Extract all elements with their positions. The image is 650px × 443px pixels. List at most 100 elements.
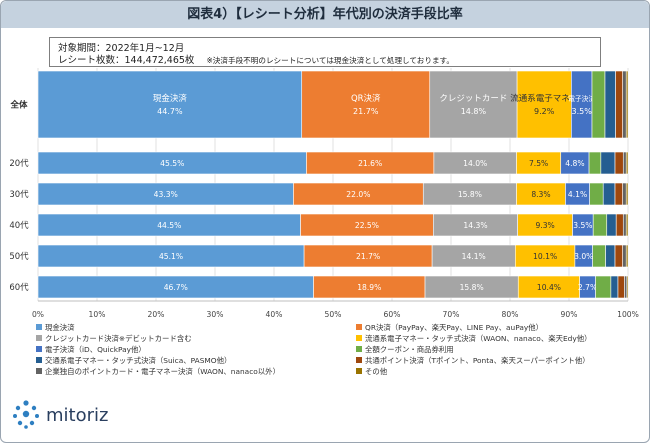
data-label: 14.1% (462, 252, 486, 261)
segment-name-label: QR決済 (351, 93, 381, 104)
x-tick-label: 70% (443, 310, 460, 319)
count-line: レシート枚数：144,472,465枚 ※決済手段不明のレシートについては現金決済… (58, 52, 454, 66)
bar-segment (622, 151, 627, 175)
segment-name-label: 電子決済 (568, 94, 595, 103)
bar-segment (592, 244, 606, 268)
data-label: 10.4% (537, 283, 561, 292)
data-label: 4.8% (565, 159, 584, 168)
data-label: 14.3% (463, 221, 487, 230)
data-label: 44.5% (157, 221, 181, 230)
bar-segment (615, 70, 623, 139)
receipt-count-text: レシート枚数：144,472,465枚 (58, 55, 195, 66)
bar-segment (615, 213, 624, 237)
title-bar: 図表4）【レシート分析】年代別の決済手段比率 (1, 1, 649, 28)
legend-label: その他 (365, 367, 388, 376)
bar-segment (622, 182, 627, 206)
logo-text: mitoriz (46, 405, 108, 426)
legend-swatch (356, 368, 362, 374)
bar-segment (622, 213, 627, 237)
data-label: 7.5% (529, 159, 548, 168)
data-label: 46.7% (164, 283, 188, 292)
period-text: 対象期間：2022年1月~12月 (58, 43, 185, 54)
legend-swatch (356, 357, 362, 363)
data-label: 43.3% (154, 190, 178, 199)
bar-segment (617, 275, 625, 299)
data-label: 14.0% (463, 159, 487, 168)
legend-swatch (356, 324, 362, 330)
legend-swatch (36, 357, 42, 363)
legend-label: QR決済（PayPay、楽天Pay、LINE Pay、auPay他） (365, 323, 543, 332)
category-label: 全体 (9, 100, 28, 111)
data-label: 2.7% (578, 283, 597, 292)
bar-segment (614, 182, 623, 206)
bar-segment (591, 70, 606, 139)
legend-label: 交通系電子マネー・タッチ式決済（Suica、PASMO他） (45, 356, 231, 365)
bar-segment (429, 70, 518, 139)
mitoriz-logo: mitoriz (12, 398, 122, 434)
segment-name-label: 流通系電子マネー (510, 93, 578, 104)
data-label: 10.1% (533, 252, 557, 261)
bar-segment (588, 151, 602, 175)
data-label: 22.5% (355, 221, 379, 230)
bar-segment (604, 70, 616, 139)
category-label: 20代 (9, 158, 29, 169)
x-tick-label: 80% (502, 310, 519, 319)
bar-segment (301, 70, 431, 139)
bar-segment (602, 182, 616, 206)
data-label: 15.8% (458, 190, 482, 199)
bar-segment (626, 275, 629, 299)
logo-mark-icon: mitoriz (13, 400, 108, 429)
data-label: 44.7% (157, 107, 183, 116)
legend-swatch (36, 368, 42, 374)
segment-name-label: クレジットカード (439, 94, 507, 104)
bar-segment (625, 182, 629, 206)
legend-label: 企業独自のポイントカード・電子マネー決済（WAON、nanaco以外） (45, 367, 280, 376)
data-label: 45.1% (159, 252, 183, 261)
category-label: 30代 (9, 189, 29, 200)
legend-swatch (36, 335, 42, 341)
data-label: 14.8% (461, 107, 487, 116)
bar-segment (625, 70, 629, 139)
bar-segment (614, 151, 624, 175)
data-label: 8.3% (531, 190, 550, 199)
legend-label: 全額クーポン・商品券利用 (365, 345, 454, 354)
legend-swatch (36, 324, 42, 330)
data-label: 3.5% (573, 221, 592, 230)
bar-segment (622, 244, 627, 268)
bar-segment (595, 275, 612, 299)
x-tick-label: 30% (207, 310, 224, 319)
legend-swatch (356, 346, 362, 352)
bar-segment (589, 182, 604, 206)
x-tick-label: 90% (561, 310, 578, 319)
bar-segment (605, 244, 616, 268)
bar-segment (622, 70, 627, 139)
legend-label: 現金決済 (45, 323, 75, 332)
data-label: 9.2% (534, 107, 555, 116)
x-tick-label: 60% (384, 310, 401, 319)
category-label: 60代 (9, 282, 29, 293)
bar-segment (37, 70, 303, 139)
data-label: 45.5% (160, 159, 184, 168)
bar-segment (625, 151, 629, 175)
x-tick-label: 100% (617, 310, 639, 319)
x-tick-label: 0% (32, 310, 44, 319)
legend-label: 電子決済（iD、QuickPay他） (45, 345, 146, 354)
x-tick-label: 50% (325, 310, 342, 319)
data-label: 18.9% (357, 283, 381, 292)
bar-segment (624, 275, 628, 299)
bar-segment (592, 213, 608, 237)
data-label: 9.3% (535, 221, 554, 230)
bar-segment (516, 70, 572, 139)
bar-segment (614, 244, 623, 268)
category-label: 50代 (9, 251, 29, 262)
legend-swatch (36, 346, 42, 352)
bar-segment (625, 244, 629, 268)
data-label: 3.0% (574, 252, 593, 261)
legend-swatch (356, 335, 362, 341)
data-label: 21.7% (356, 252, 380, 261)
bar-segment (600, 151, 616, 175)
legend-label: 共通ポイント決済（Tポイント、Ponta、楽天スーパーポイント他） (365, 356, 590, 365)
data-label: 21.7% (353, 107, 379, 116)
data-label: 4.1% (568, 190, 587, 199)
